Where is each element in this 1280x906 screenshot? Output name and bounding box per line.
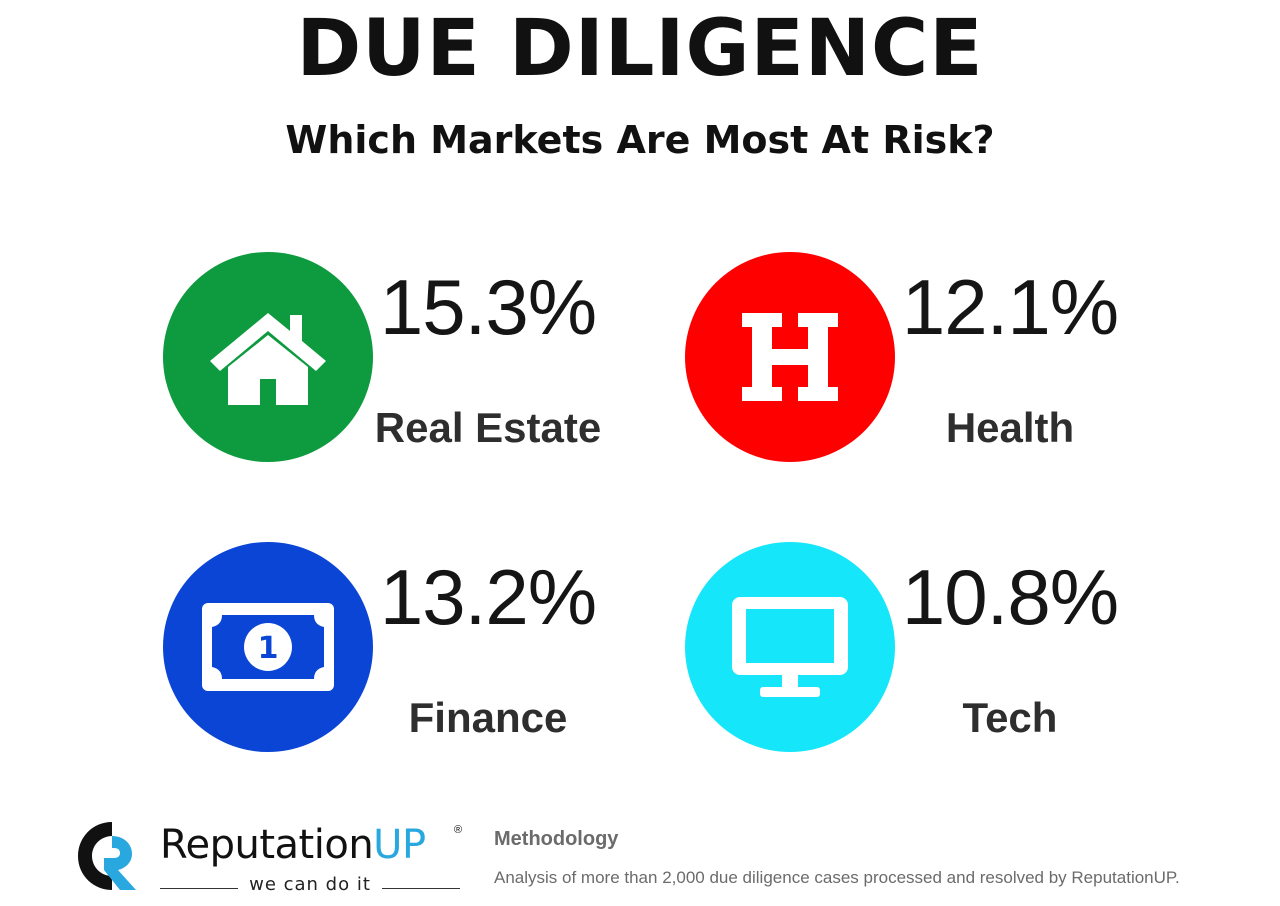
market-label: Finance: [408, 694, 568, 741]
methodology-text: Analysis of more than 2,000 due diligenc…: [494, 868, 1180, 887]
market-card-finance: 1 13.2% Finance: [163, 542, 643, 752]
market-circle: [685, 542, 895, 752]
brand-name: ReputationUP: [160, 822, 426, 868]
svg-text:1: 1: [258, 631, 279, 666]
market-percent: 12.1%: [901, 263, 1119, 351]
market-circle: 1: [163, 542, 373, 752]
brand-name-accent: UP: [373, 822, 426, 868]
methodology-title: Methodology: [494, 828, 619, 850]
hospital-h-icon: [742, 313, 838, 401]
tagline-rule-right: [382, 888, 460, 889]
market-label: Tech: [962, 694, 1058, 741]
market-card-health: 12.1% Health: [685, 252, 1165, 462]
market-circle: [685, 252, 895, 462]
brand-name-main: Reputation: [160, 822, 374, 868]
market-circle: [163, 252, 373, 462]
monitor-icon: [732, 597, 848, 697]
reputationup-mark-icon: [78, 822, 136, 890]
market-label: Real Estate: [374, 404, 602, 451]
market-card-tech: 10.8% Tech: [685, 542, 1165, 752]
page-title: DUE DILIGENCE: [296, 4, 984, 94]
market-percent: 15.3%: [379, 263, 597, 351]
banknote-icon: 1: [202, 603, 334, 691]
market-label: Health: [945, 404, 1075, 451]
market-percent: 13.2%: [379, 553, 597, 641]
brand-tagline: we can do it: [249, 874, 371, 895]
page-subtitle: Which Markets Are Most At Risk?: [285, 118, 995, 162]
market-card-real-estate: 15.3% Real Estate: [163, 252, 643, 462]
tagline-rule-left: [160, 888, 238, 889]
market-percent: 10.8%: [901, 553, 1119, 641]
registered-mark: ®: [454, 824, 463, 836]
house-icon: [210, 313, 326, 405]
reputationup-logo: ReputationUP ® we can do it: [76, 818, 466, 898]
